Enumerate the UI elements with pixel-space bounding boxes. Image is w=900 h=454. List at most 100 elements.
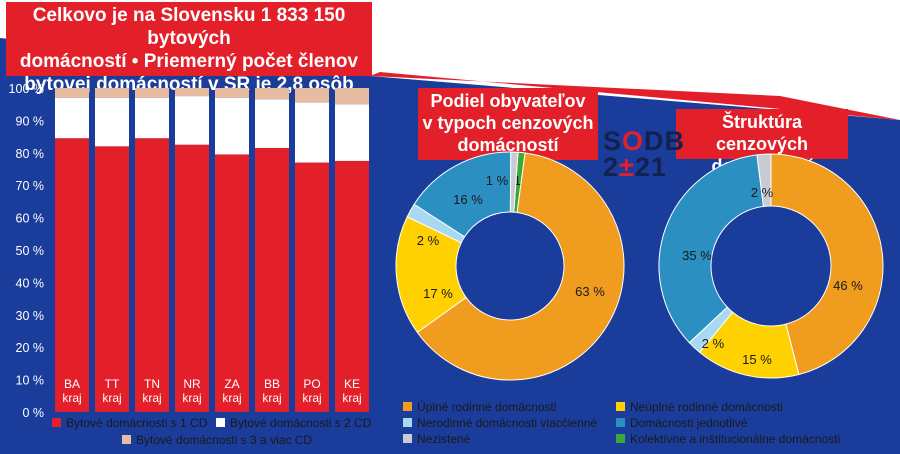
x-tick-label: kraj <box>342 391 361 405</box>
y-tick-label: 0 % <box>22 406 44 420</box>
y-tick-label: 40 % <box>16 276 45 290</box>
x-tick-label: kraj <box>62 391 81 405</box>
slice-label: 46 % <box>833 278 863 293</box>
y-tick-label: 60 % <box>16 212 45 226</box>
bar-segment <box>135 97 169 139</box>
legend-swatch-white <box>216 418 225 428</box>
x-tick-label: PO <box>303 377 320 391</box>
legend-swatch-grey <box>403 434 412 444</box>
y-tick-label: 90 % <box>16 114 45 128</box>
legend-swatch-orange <box>403 402 412 412</box>
bar-segment <box>255 147 289 412</box>
y-tick-label: 100 % <box>9 82 44 96</box>
bar-segment <box>215 88 249 98</box>
x-tick-label: kraj <box>222 391 241 405</box>
legend-label: Nerodinné domácnosti viacčlenné <box>417 416 598 430</box>
bar-segment <box>175 96 209 145</box>
legend-label: Kolektívne a inštitucionálne domácnosti <box>630 432 841 446</box>
pie1-title: Podiel obyvateľov v typoch cenzových dom… <box>418 88 598 160</box>
legend-label: Bytové domácnosti s 2 CD <box>230 416 372 430</box>
main-title-line-2: domácností • Priemerný počet členov <box>19 51 359 72</box>
logo-2: 2 <box>603 152 620 182</box>
slice-label: 63 % <box>575 284 605 299</box>
bar-segment <box>255 99 289 148</box>
slice-label: 16 % <box>453 192 483 207</box>
donut-slice <box>416 152 625 381</box>
legend-label: Úplné rodinné domácnosti <box>417 400 557 414</box>
pie1-title-line-2: v typoch cenzových <box>422 113 594 133</box>
x-tick-label: BA <box>64 377 80 391</box>
slice-label: 2 % <box>751 185 774 200</box>
bar-segment <box>335 160 369 412</box>
bar-segment <box>95 97 129 147</box>
x-tick-label: ZA <box>224 377 239 391</box>
slice-label: 2 % <box>702 336 725 351</box>
y-tick-label: 50 % <box>16 244 45 258</box>
slice-label: 2 % <box>417 233 440 248</box>
logo-o: O <box>622 126 645 156</box>
x-tick-label: KE <box>344 377 360 391</box>
x-tick-label: kraj <box>142 391 161 405</box>
pie2-title-line-1: Štruktúra cenzových <box>715 112 809 154</box>
logo-db: DB <box>644 126 686 156</box>
bar-segment <box>175 144 209 412</box>
legend-swatch-green <box>616 434 625 444</box>
x-tick-label: kraj <box>262 391 281 405</box>
pie1-title-line-1: Podiel obyvateľov <box>430 91 586 111</box>
pie2-title: Štruktúra cenzových domácností <box>676 109 848 176</box>
bar-segment <box>55 138 89 412</box>
logo-plusminus: ± <box>619 152 635 182</box>
x-tick-label: NR <box>183 377 201 391</box>
x-tick-label: BB <box>264 377 280 391</box>
bar-segment <box>295 102 329 163</box>
y-tick-label: 10 % <box>16 374 45 388</box>
slice-label: 17 % <box>423 286 453 301</box>
x-tick-label: kraj <box>182 391 201 405</box>
bar-segment <box>335 104 369 161</box>
bar-segment <box>95 88 129 98</box>
y-tick-label: 80 % <box>16 147 45 161</box>
bar-segment <box>335 88 369 105</box>
pie-legend-item-5: Nezistené <box>403 432 470 446</box>
legend-label: Nezistené <box>417 432 471 446</box>
bar-segment <box>175 88 209 97</box>
slice-label: 1 % <box>486 173 509 188</box>
bar-segment <box>255 88 289 100</box>
bar-legend-item-1: Bytové domácnosti s 1 CD <box>52 416 207 430</box>
bar-segment <box>215 154 249 413</box>
bar-segment <box>135 138 169 412</box>
y-tick-label: 70 % <box>16 179 45 193</box>
x-tick-label: kraj <box>302 391 321 405</box>
legend-swatch-red <box>52 418 61 428</box>
slice-label: 35 % <box>682 248 712 263</box>
donut-slice <box>756 153 772 208</box>
legend-swatch-lightblue <box>403 418 412 428</box>
legend-label: Domácnosti jednotlivé <box>630 416 748 430</box>
donut-slice <box>658 154 765 344</box>
x-tick-label: TT <box>105 377 120 391</box>
bar-segment <box>55 97 89 139</box>
x-tick-label: kraj <box>102 391 121 405</box>
x-tick-label: TN <box>144 377 160 391</box>
legend-swatch-yellow <box>616 402 625 412</box>
slice-label: 15 % <box>742 352 772 367</box>
pie-legend-item-6: Kolektívne a inštitucionálne domácnosti <box>616 432 840 446</box>
logo-s: S <box>603 126 623 156</box>
sodb-logo: SODB 2±21 <box>603 126 684 184</box>
legend-label: Bytové domácnosti s 3 a viac CD <box>136 433 313 447</box>
legend-label: Neúplné rodinné domácnosti <box>630 400 783 414</box>
legend-label: Bytové domácnosti s 1 CD <box>66 416 208 430</box>
legend-swatch-beige <box>122 435 131 445</box>
bar-segment <box>55 88 89 98</box>
bar-segment <box>215 97 249 155</box>
bar-legend-item-3: Bytové domácnosti s 3 a viac CD <box>122 433 312 447</box>
bar-segment <box>295 88 329 103</box>
logo-21: 21 <box>634 152 667 182</box>
bar-segment <box>135 88 169 98</box>
bar-segment <box>95 146 129 412</box>
pie-legend-item-3: Nerodinné domácnosti viacčlenné <box>403 416 597 430</box>
bar-legend-item-2: Bytové domácnosti s 2 CD <box>216 416 371 430</box>
y-tick-label: 20 % <box>16 341 45 355</box>
